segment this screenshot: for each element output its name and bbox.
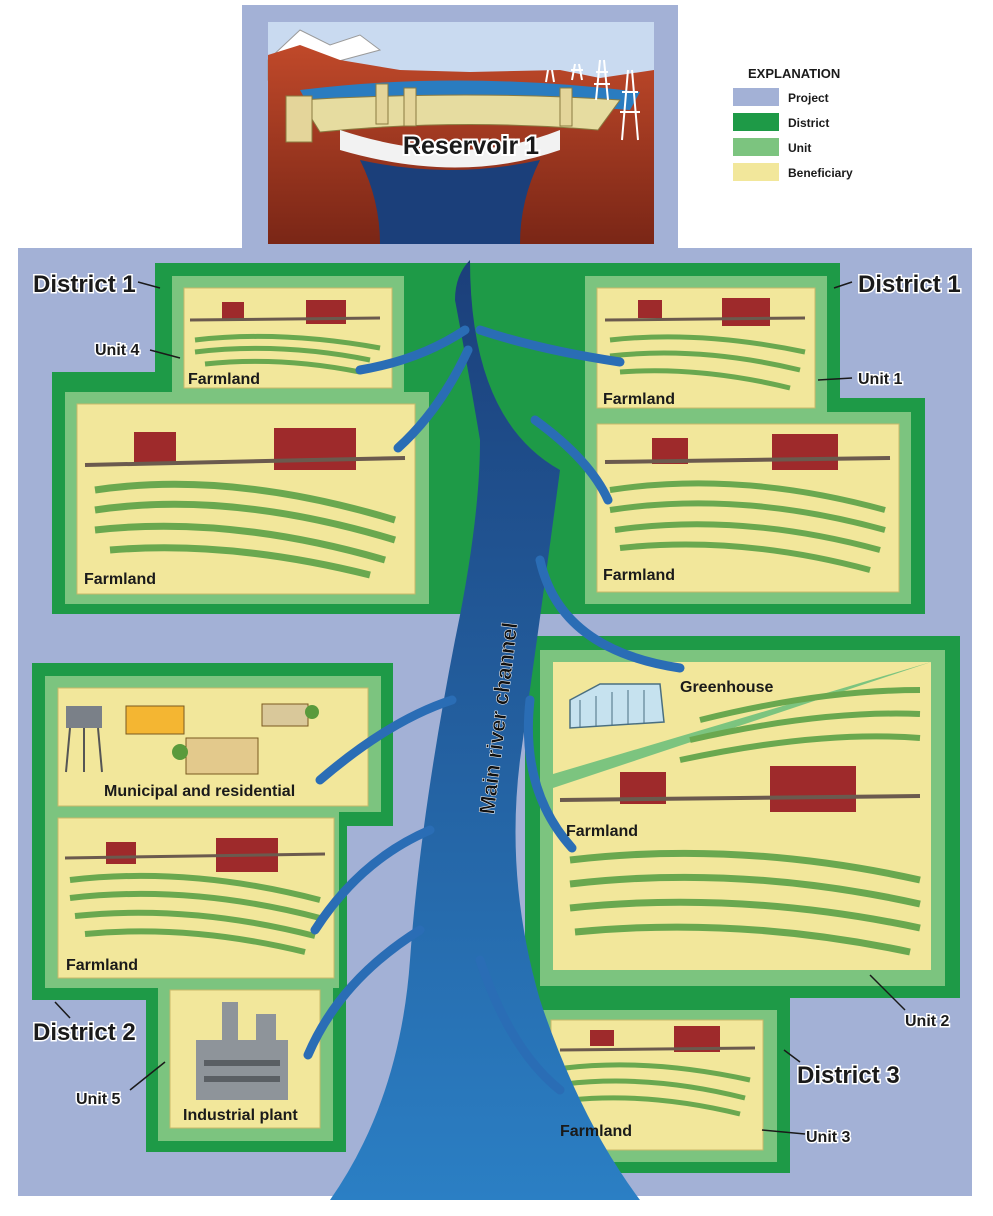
farmland-u2: [553, 662, 931, 970]
greenhouse-label: Greenhouse: [680, 679, 773, 696]
municipal-box: [57, 687, 369, 807]
unit1-label: Unit 1: [858, 371, 903, 388]
farmland-u1-top-label: Farmland: [603, 391, 675, 408]
legend-title: EXPLANATION: [748, 66, 840, 81]
legend-label-unit: Unit: [788, 141, 811, 155]
reservoir-scene: Reservoir 1: [267, 22, 654, 244]
district1-right-label: District 1: [858, 271, 961, 298]
farmland-d2: [57, 817, 335, 979]
farmland-u4-top-label: Farmland: [188, 371, 260, 388]
farmland-u2-label: Farmland: [566, 823, 638, 840]
explanation-legend: EXPLANATION Project District Unit Benefi…: [733, 66, 853, 181]
legend-swatch-project: [733, 88, 779, 106]
farmland-u1-top: [596, 287, 816, 409]
farmland-u3: [550, 1019, 764, 1151]
district2-label: District 2: [33, 1019, 136, 1046]
district3-label: District 3: [797, 1062, 900, 1089]
reservoir-label: Reservoir 1: [403, 132, 539, 160]
legend-label-district: District: [788, 116, 829, 130]
legend-swatch-unit: [733, 138, 779, 156]
industrial-box: [169, 989, 321, 1129]
unit3-label: Unit 3: [806, 1129, 851, 1146]
farmland-u3-label: Farmland: [560, 1123, 632, 1140]
legend-swatch-district: [733, 113, 779, 131]
farmland-u4-bottom: [76, 403, 416, 595]
municipal-label: Municipal and residential: [104, 783, 295, 800]
legend-label-project: Project: [788, 91, 829, 105]
district1-left-label: District 1: [33, 271, 136, 298]
farmland-u1-bottom-label: Farmland: [603, 567, 675, 584]
unit4-label: Unit 4: [95, 342, 140, 359]
greenhouse-box: [553, 662, 931, 774]
legend-swatch-beneficiary: [733, 163, 779, 181]
unit2-label: Unit 2: [905, 1013, 950, 1030]
industrial-label: Industrial plant: [183, 1107, 298, 1124]
unit5-label: Unit 5: [76, 1091, 121, 1108]
farmland-u1-bottom: [596, 423, 900, 593]
river-channel: Main river channel: [303, 260, 685, 1200]
farmland-u4-bottom-label: Farmland: [84, 571, 156, 588]
legend-label-beneficiary: Beneficiary: [788, 166, 853, 180]
leader-lines: [54, 281, 906, 1135]
farmland-d2-label: Farmland: [66, 957, 138, 974]
